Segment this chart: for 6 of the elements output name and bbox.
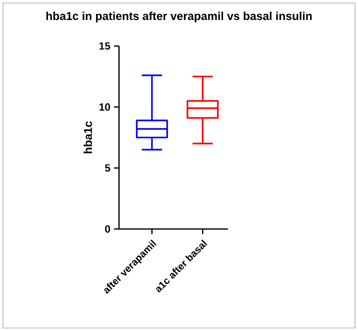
- y-tick-label: 5: [104, 164, 110, 172]
- y-tick-label: 10: [100, 103, 110, 111]
- chart-title: hba1c in patients after verapamil vs basal insulin: [46, 12, 312, 22]
- y-axis-title: hba1c: [84, 121, 92, 154]
- y-tick-label: 0: [105, 225, 110, 233]
- y-tick-label: 15: [100, 42, 110, 50]
